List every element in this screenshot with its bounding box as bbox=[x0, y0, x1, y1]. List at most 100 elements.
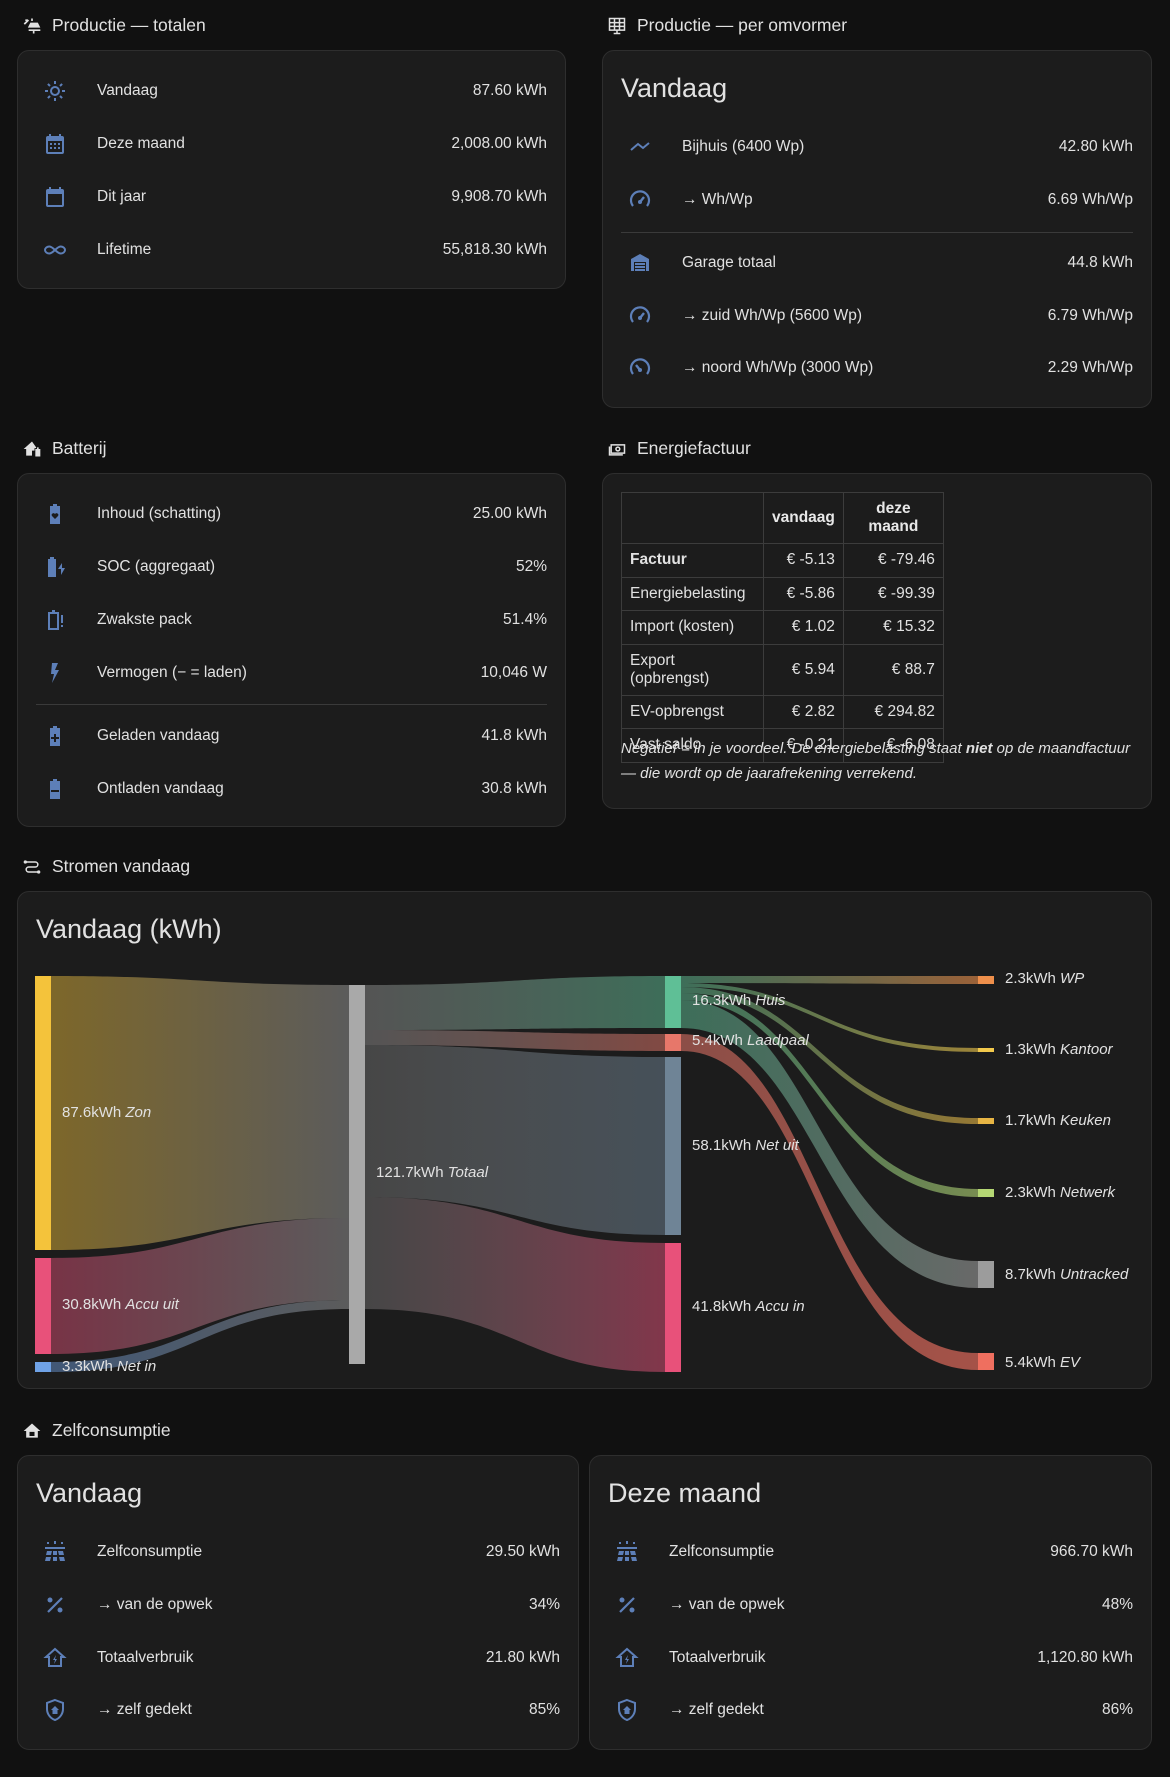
table-row: Vast saldo € -0.21 € -6.08 bbox=[621, 728, 944, 763]
sankey-node-totaal bbox=[349, 985, 365, 1364]
table-cell: € -5.13 bbox=[763, 543, 844, 578]
home-lightning-icon bbox=[42, 1645, 68, 1671]
energiefactuur-card: vandaag deze maand Factuur € -5.13 € -79… bbox=[602, 473, 1152, 809]
sankey-label-totaal: 121.7kWh Totaal bbox=[376, 1164, 489, 1181]
divider bbox=[621, 232, 1133, 233]
batterij-row[interactable]: Ontladen vandaag 30.8 kWh bbox=[18, 762, 565, 815]
table-cell: Energiebelasting bbox=[621, 576, 764, 611]
percent-icon bbox=[614, 1592, 640, 1618]
table-cell: € 294.82 bbox=[842, 694, 944, 729]
solar-panel-icon bbox=[42, 1539, 68, 1565]
table-row: Export (opbrengst) € 5.94 € 88.7 bbox=[621, 643, 944, 696]
zelf-row[interactable]: → zelf gedekt 86% bbox=[590, 1683, 1151, 1736]
sun-icon bbox=[42, 78, 68, 104]
sankey-node-kantoor bbox=[978, 1048, 994, 1052]
battery-minus-icon bbox=[42, 776, 68, 802]
sankey-node-keuken bbox=[978, 1118, 994, 1124]
battery-alert-icon bbox=[42, 607, 68, 633]
solar-power-icon bbox=[23, 18, 41, 33]
sankey-node-netwerk bbox=[978, 1189, 994, 1197]
sankey-label-net-uit: 58.1kWh Net uit bbox=[692, 1137, 799, 1154]
batterij-row[interactable]: SOC (aggregaat) 52% bbox=[18, 540, 565, 593]
battery-charging-icon bbox=[42, 554, 68, 580]
omvormer-row[interactable]: Bijhuis (6400 Wp) 42.80 kWh bbox=[603, 120, 1151, 173]
table-cell: € 1.02 bbox=[763, 610, 844, 645]
calendar-month-icon bbox=[42, 131, 68, 157]
cash-icon bbox=[608, 443, 626, 456]
table-cell: EV-opbrengst bbox=[621, 694, 764, 729]
home-lightning-icon bbox=[614, 1645, 640, 1671]
stromen-card: Vandaag (kWh) bbox=[17, 891, 1152, 1389]
table-row: EV-opbrengst € 2.82 € 294.82 bbox=[621, 694, 944, 729]
sankey-link-net-in bbox=[51, 1300, 349, 1372]
garage-icon bbox=[627, 250, 653, 276]
totalen-row[interactable]: Vandaag 87.60 kWh bbox=[18, 64, 565, 117]
zelfconsumptie-maand-card: Deze maand Zelfconsumptie 966.70 kWh → v… bbox=[589, 1455, 1152, 1750]
table-cell: € 88.7 bbox=[842, 643, 944, 696]
zelf-row[interactable]: Totaalverbruik 1,120.80 kWh bbox=[590, 1631, 1151, 1684]
calendar-icon bbox=[42, 184, 68, 210]
table-cell: Factuur bbox=[621, 543, 764, 578]
section-title-batterij: Batterij bbox=[22, 438, 106, 459]
sankey-label-zon: 87.6kWh Zon bbox=[62, 1104, 152, 1121]
table-cell: € -5.86 bbox=[763, 576, 844, 611]
sankey-label-kantoor: 1.3kWh Kantoor bbox=[1005, 1041, 1113, 1058]
omvormer-row[interactable]: → Wh/Wp 6.69 Wh/Wp bbox=[603, 173, 1151, 226]
sankey-label-accu-uit: 30.8kWh Accu uit bbox=[62, 1296, 179, 1313]
factuur-table: vandaag deze maand Factuur € -5.13 € -79… bbox=[621, 492, 944, 763]
table-cell: Export (opbrengst) bbox=[621, 643, 764, 696]
card-heading: Vandaag bbox=[621, 73, 728, 103]
flow-icon bbox=[23, 859, 41, 874]
table-cell: € 5.94 bbox=[763, 643, 844, 696]
batterij-row[interactable]: Zwakste pack 51.4% bbox=[18, 593, 565, 646]
table-cell: € 15.32 bbox=[842, 610, 944, 645]
zelf-row[interactable]: → zelf gedekt 85% bbox=[18, 1683, 578, 1736]
sankey-link-laadpaal bbox=[365, 1030, 665, 1051]
table-cell: € 2.82 bbox=[763, 694, 844, 729]
zelf-row[interactable]: Zelfconsumptie 966.70 kWh bbox=[590, 1525, 1151, 1578]
table-cell: Import (kosten) bbox=[621, 610, 764, 645]
batterij-row[interactable]: Geladen vandaag 41.8 kWh bbox=[18, 709, 565, 762]
table-header-row: vandaag deze maand bbox=[621, 492, 944, 544]
totalen-row[interactable]: Dit jaar 9,908.70 kWh bbox=[18, 170, 565, 223]
omvormer-row[interactable]: → zuid Wh/Wp (5600 Wp) 6.79 Wh/Wp bbox=[603, 289, 1151, 342]
batterij-row[interactable]: Inhoud (schatting) 25.00 kWh bbox=[18, 487, 565, 540]
zelf-row[interactable]: Zelfconsumptie 29.50 kWh bbox=[18, 1525, 578, 1578]
sankey-node-accu-in bbox=[665, 1243, 681, 1372]
sankey-link-huis bbox=[365, 976, 665, 1030]
lightning-icon bbox=[42, 660, 68, 686]
productie-totalen-card: Vandaag 87.60 kWh Deze maand 2,008.00 kW… bbox=[17, 50, 566, 289]
sankey-node-accu-uit bbox=[35, 1258, 51, 1354]
factuur-note: Negatief = in je voordeel. De energiebel… bbox=[621, 740, 1131, 782]
gauge-low-icon bbox=[627, 355, 653, 381]
sankey-link-net-uit bbox=[365, 1045, 665, 1235]
home-battery-icon bbox=[23, 441, 41, 456]
table-row: Energiebelasting € -5.86 € -99.39 bbox=[621, 576, 944, 611]
sankey-link-ev bbox=[681, 1034, 978, 1370]
sankey-node-wp bbox=[978, 976, 994, 984]
totalen-row[interactable]: Lifetime 55,818.30 kWh bbox=[18, 223, 565, 276]
table-header: deze maand bbox=[842, 492, 944, 544]
zelf-row[interactable]: Totaalverbruik 21.80 kWh bbox=[18, 1631, 578, 1684]
shield-home-icon bbox=[614, 1697, 640, 1723]
table-cell: Vast saldo bbox=[621, 728, 764, 763]
sankey-label-accu-in: 41.8kWh Accu in bbox=[692, 1298, 805, 1315]
sankey-label-ev: 5.4kWh EV bbox=[1005, 1354, 1081, 1371]
table-header bbox=[621, 492, 764, 544]
section-title-productie-totalen: Productie — totalen bbox=[22, 15, 206, 36]
batterij-row[interactable]: Vermogen (− = laden) 10,046 W bbox=[18, 646, 565, 699]
sankey-label-untracked: 8.7kWh Untracked bbox=[1005, 1266, 1129, 1283]
sankey-link-accu-uit bbox=[51, 1218, 349, 1354]
card-heading: Vandaag bbox=[36, 1478, 143, 1508]
sankey-label-laadpaal: 5.4kWh Laadpaal bbox=[692, 1032, 809, 1049]
omvormer-row[interactable]: Garage totaal 44.8 kWh bbox=[603, 236, 1151, 289]
sankey-link-untracked bbox=[681, 1000, 978, 1288]
totalen-row[interactable]: Deze maand 2,008.00 kWh bbox=[18, 117, 565, 170]
zelf-row[interactable]: → van de opwek 48% bbox=[590, 1578, 1151, 1631]
table-cell: € -6.08 bbox=[842, 728, 944, 763]
table-row: Import (kosten) € 1.02 € 15.32 bbox=[621, 610, 944, 645]
zelf-row[interactable]: → van de opwek 34% bbox=[18, 1578, 578, 1631]
omvormer-row[interactable]: → noord Wh/Wp (3000 Wp) 2.29 Wh/Wp bbox=[603, 341, 1151, 394]
battery-heart-icon bbox=[42, 501, 68, 527]
sankey-label-wp: 2.3kWh WP bbox=[1005, 970, 1085, 987]
